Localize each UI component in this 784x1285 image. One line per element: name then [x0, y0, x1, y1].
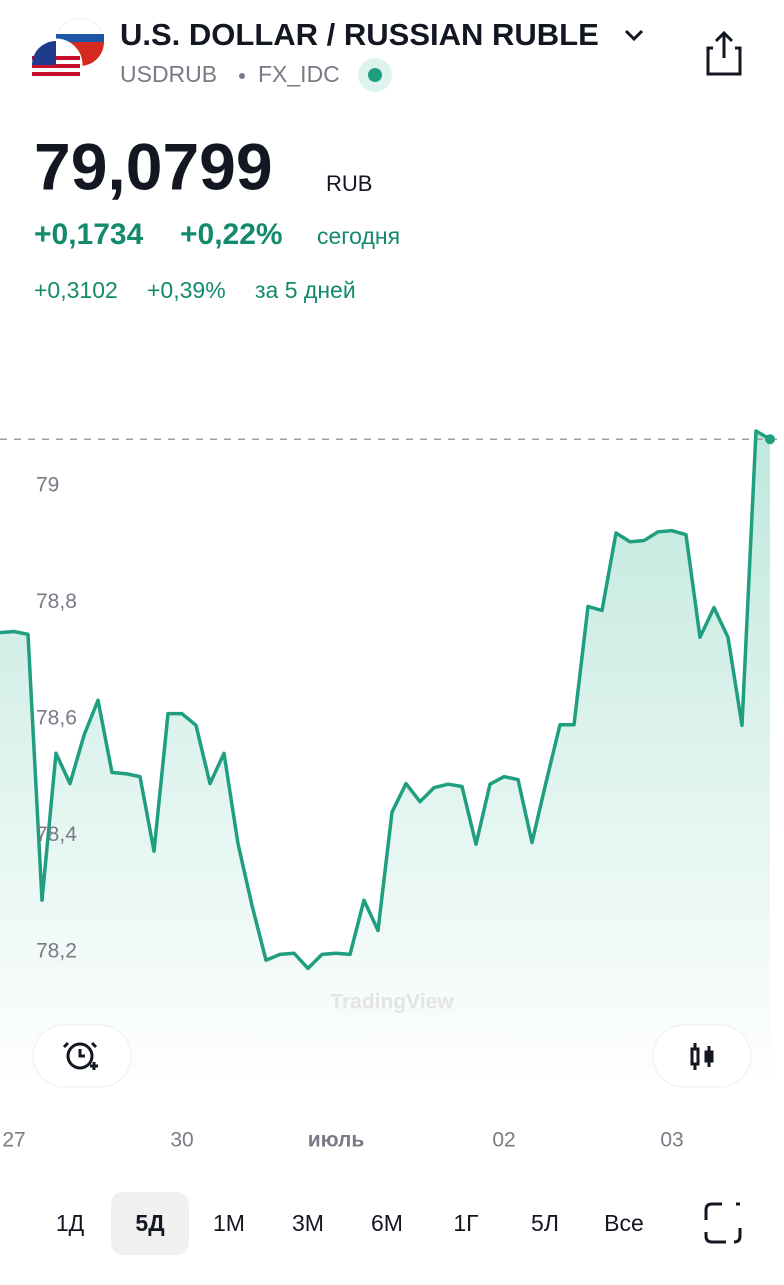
- chart-type-button[interactable]: [652, 1024, 752, 1088]
- change-5d-pct: +0,39%: [147, 277, 226, 303]
- timeframe[interactable]: 5Д: [135, 1210, 164, 1236]
- x-tick-label: 30: [170, 1129, 193, 1152]
- watermark: TradingView: [330, 991, 454, 1014]
- timeframe[interactable]: 6М: [371, 1210, 403, 1236]
- change-today-pct: +0,22%: [180, 218, 283, 251]
- x-tick-label: 02: [492, 1129, 515, 1152]
- timeframe[interactable]: Все: [604, 1210, 644, 1236]
- y-tick-label: 79: [36, 473, 59, 496]
- alert-icon: [62, 1041, 98, 1070]
- separator-dot: [239, 73, 245, 79]
- currency: RUB: [326, 171, 372, 196]
- last-point: [765, 434, 775, 445]
- area: [0, 430, 770, 1092]
- fullscreen-button[interactable]: [704, 1202, 742, 1244]
- timeframe[interactable]: 1Г: [453, 1210, 479, 1236]
- price: 79,0799: [34, 129, 273, 203]
- status-dot: [368, 68, 382, 82]
- y-tick-label: 78,2: [36, 940, 77, 963]
- timeframe[interactable]: 1Д: [56, 1210, 85, 1236]
- timeframe[interactable]: 3М: [292, 1210, 324, 1236]
- dropdown-icon[interactable]: [624, 29, 644, 42]
- currency-flags: [29, 18, 104, 92]
- y-tick-label: 78,4: [36, 823, 77, 846]
- timeframe[interactable]: 5Л: [531, 1210, 559, 1236]
- chart: 78,2 78,4 78,6 78,8 79 27 30 июль 02 03: [0, 429, 784, 1152]
- symbol-title[interactable]: U.S. DOLLAR / RUSSIAN RUBLE: [120, 17, 599, 52]
- y-tick-label: 78,6: [36, 706, 77, 729]
- x-tick-label: июль: [308, 1129, 365, 1152]
- timeframe[interactable]: 1М: [213, 1210, 245, 1236]
- today-label: сегодня: [317, 223, 400, 249]
- x-tick-label: 03: [660, 1129, 683, 1152]
- symbol-code: USDRUB: [120, 61, 217, 87]
- price-line: [0, 429, 771, 971]
- change-today: +0,1734: [34, 218, 144, 251]
- y-tick-label: 78,8: [36, 590, 77, 613]
- active-timeframe-bg: [111, 1192, 189, 1255]
- change-5d: +0,3102: [34, 277, 118, 303]
- period-label: за 5 дней: [255, 277, 356, 303]
- share-button[interactable]: [706, 30, 742, 76]
- x-tick-label: 27: [2, 1129, 25, 1152]
- candle-icon: [690, 1043, 714, 1070]
- exchange: FX_IDC: [258, 61, 340, 87]
